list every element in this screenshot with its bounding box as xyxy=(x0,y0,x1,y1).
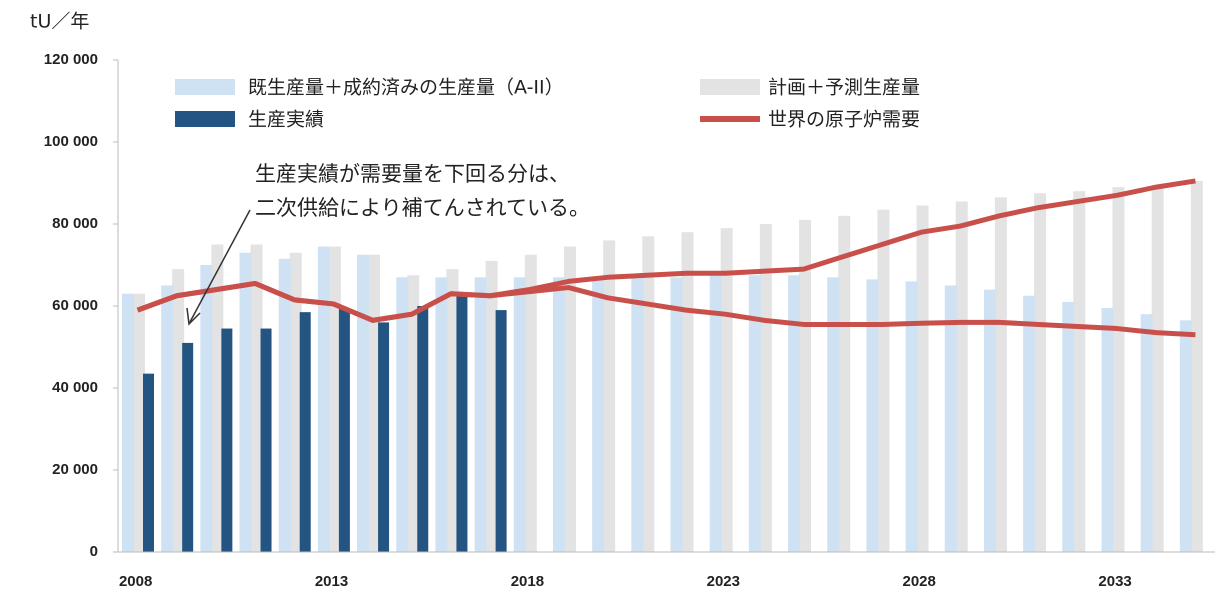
bar xyxy=(1034,193,1047,552)
bar xyxy=(1073,191,1086,552)
bar xyxy=(485,260,498,552)
bar xyxy=(827,277,840,552)
bar xyxy=(1179,320,1192,552)
bar xyxy=(552,277,565,552)
legend-swatch xyxy=(175,111,235,127)
x-tick-label: 2018 xyxy=(511,573,544,590)
bar xyxy=(1151,185,1164,553)
bar xyxy=(748,275,761,552)
legend-label: 既生産量＋成約済みの生産量（A-II） xyxy=(248,77,564,99)
bar xyxy=(513,277,526,552)
bar xyxy=(720,228,733,552)
bar xyxy=(983,289,996,552)
bar xyxy=(172,269,185,552)
bar xyxy=(133,293,145,552)
bar xyxy=(670,277,683,552)
bar xyxy=(328,246,341,553)
bar xyxy=(709,275,722,552)
bar xyxy=(474,277,487,552)
bar xyxy=(1023,295,1036,552)
bar xyxy=(955,201,968,552)
bar xyxy=(877,209,890,552)
bar xyxy=(916,205,929,553)
bar xyxy=(1112,187,1125,552)
bar xyxy=(368,254,381,552)
bar xyxy=(1062,301,1075,552)
x-tick-label: 2033 xyxy=(1098,573,1131,590)
bar xyxy=(866,279,879,552)
bar xyxy=(357,254,370,552)
annotation: 二次供給により補てんされている。 xyxy=(255,196,590,220)
bar xyxy=(1140,314,1153,552)
bar xyxy=(1101,308,1114,552)
bar xyxy=(211,244,224,552)
x-tick-label: 2028 xyxy=(903,573,936,590)
bar xyxy=(603,240,616,552)
bar xyxy=(1190,180,1203,552)
bar xyxy=(289,252,302,552)
legend-label: 計画＋予測生産量 xyxy=(768,77,920,99)
y-tick-label: 40 000 xyxy=(52,379,98,396)
bar xyxy=(239,252,252,552)
bar xyxy=(905,281,918,552)
bar xyxy=(446,269,459,552)
bar xyxy=(143,373,154,552)
bar xyxy=(563,246,576,553)
y-tick-label: 120 000 xyxy=(44,51,98,68)
bar xyxy=(642,236,655,553)
y-axis-label: tU／年 xyxy=(30,11,89,33)
y-tick-label: 100 000 xyxy=(44,133,98,150)
bar xyxy=(278,258,291,552)
bar xyxy=(838,215,851,553)
bar xyxy=(799,219,812,552)
bar xyxy=(338,308,350,552)
y-tick-label: 80 000 xyxy=(52,215,98,232)
bar xyxy=(200,265,213,552)
demand-line xyxy=(136,280,1196,338)
bar xyxy=(456,295,468,552)
bar xyxy=(221,328,233,552)
annotation-arrow xyxy=(189,209,251,323)
bar xyxy=(495,310,507,552)
x-tick-label: 2008 xyxy=(119,573,152,590)
bar xyxy=(592,277,605,552)
bar xyxy=(161,285,174,552)
bar xyxy=(378,322,390,552)
bar xyxy=(524,254,537,552)
bar xyxy=(122,293,134,552)
legend-label: 生産実績 xyxy=(248,109,324,131)
bar xyxy=(435,277,448,552)
annotation: 生産実績が需要量を下回る分は、 xyxy=(255,162,570,186)
bar xyxy=(994,197,1007,552)
y-tick-label: 60 000 xyxy=(52,297,98,314)
bar xyxy=(407,275,420,552)
legend-swatch xyxy=(175,79,235,95)
bar xyxy=(681,232,694,552)
bar xyxy=(182,342,194,552)
bar xyxy=(317,246,330,553)
bar xyxy=(417,306,429,552)
bar xyxy=(788,275,801,552)
bar xyxy=(759,224,772,552)
bar xyxy=(260,328,272,552)
bar xyxy=(299,312,311,552)
bar xyxy=(396,277,409,552)
y-tick-label: 0 xyxy=(90,543,98,560)
bar xyxy=(250,244,263,552)
y-tick-label: 20 000 xyxy=(52,461,98,478)
bar xyxy=(944,285,957,552)
x-tick-label: 2023 xyxy=(707,573,740,590)
legend-label: 世界の原子炉需要 xyxy=(768,109,920,131)
x-tick-label: 2013 xyxy=(315,573,348,590)
legend-swatch xyxy=(700,79,760,95)
bar xyxy=(631,277,644,552)
arrow-head xyxy=(186,307,201,326)
